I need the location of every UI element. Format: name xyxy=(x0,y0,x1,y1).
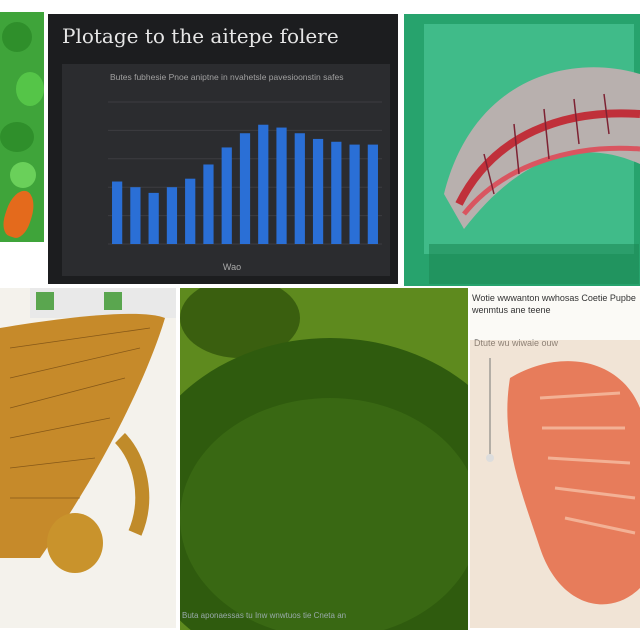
leaf-anatomy-diagram xyxy=(0,288,176,628)
carrot-shape xyxy=(0,187,39,241)
chart-svg: Wao xyxy=(108,101,382,272)
bar xyxy=(203,164,214,244)
bar xyxy=(294,133,305,244)
moss-caption: Buta aponaessas tu Inw wnwtuos tie Cneta… xyxy=(182,611,347,620)
bar xyxy=(221,147,232,244)
bar-chart-panel: Plotage to the aitepe folere Butes fubhe… xyxy=(48,14,398,284)
moss-photo: Buta aponaessas tu Inw wnwtuos tie Cneta… xyxy=(180,288,468,630)
bar xyxy=(239,133,251,244)
bar xyxy=(367,144,378,244)
bar xyxy=(112,181,123,244)
bar xyxy=(166,187,178,244)
bar xyxy=(349,144,360,244)
bar xyxy=(148,192,159,244)
bar xyxy=(258,124,269,244)
bar xyxy=(185,178,196,244)
bar xyxy=(276,127,287,244)
chart-subtitle: Butes fubhesie Pnoe aniptne in nvahetsle… xyxy=(110,72,344,82)
anatomy-illustration: Wotie wwwanton wwhosas Coetie Pupbe wenm… xyxy=(470,288,640,628)
bar xyxy=(312,138,324,244)
anatomy-title: Wotie wwwanton wwhosas Coetie Pupbe wenm… xyxy=(472,293,636,315)
neural-tissue-render xyxy=(404,14,640,286)
bar xyxy=(331,141,342,244)
bar xyxy=(130,187,141,244)
chart-area: Butes fubhesie Pnoe aniptne in nvahetsle… xyxy=(62,64,390,276)
chart-xlabel: Wao xyxy=(223,262,241,272)
chart-title: Plotage to the aitepe folere xyxy=(62,24,339,48)
vegetable-photo xyxy=(0,12,44,242)
